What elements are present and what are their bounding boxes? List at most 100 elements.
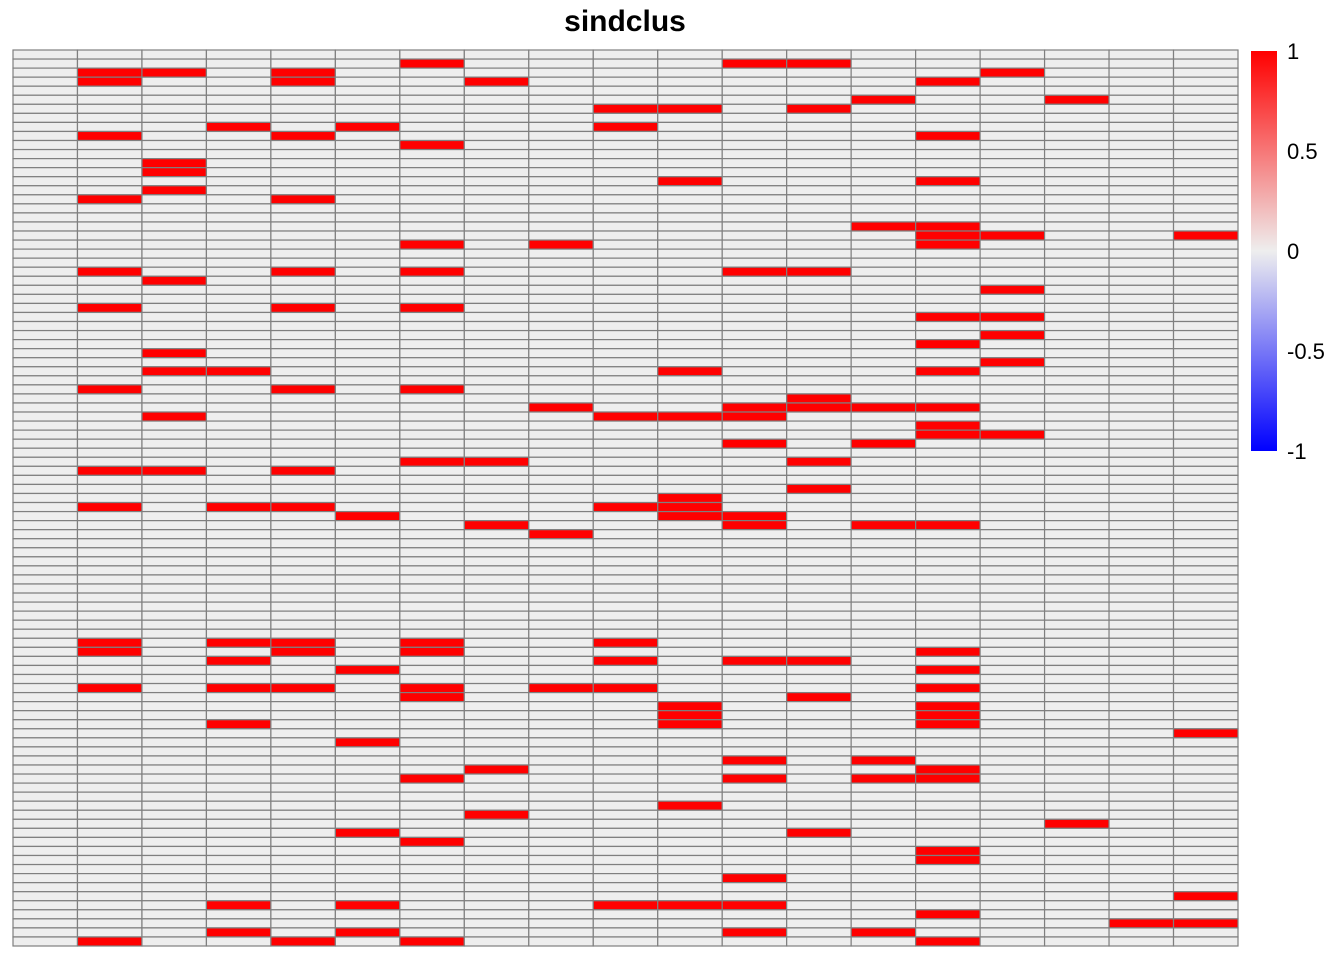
heatmap-cell [1108,583,1175,594]
heatmap-cell [786,85,852,96]
heatmap-cell [592,565,659,576]
heatmap-cell [76,655,143,667]
heatmap-cell [915,76,981,87]
heatmap-cell [1108,827,1175,838]
heatmap-cell [657,293,723,305]
heatmap-cell [657,167,723,178]
heatmap-cell [1108,366,1175,377]
heatmap-cell [915,719,981,730]
heatmap-cell [850,927,917,938]
heatmap-cell [915,402,981,413]
heatmap-cell [979,311,1046,323]
heatmap-cell [786,900,852,911]
heatmap-cell [1043,103,1110,114]
heatmap-cell [270,909,336,920]
heatmap-cell [141,574,208,585]
heatmap-cell [592,384,659,395]
heatmap-cell [850,456,917,467]
heatmap-cell [76,492,143,504]
heatmap-cell [592,438,659,449]
heatmap-cell [76,438,143,449]
heatmap-cell [850,103,917,114]
heatmap-cell [334,492,401,504]
heatmap-cell [528,302,594,314]
heatmap-cell [76,619,143,630]
heatmap-cell [76,384,143,395]
heatmap-cell [1172,882,1239,893]
heatmap-cell [1108,212,1175,223]
heatmap-cell [915,927,981,938]
heatmap-cell [592,58,659,69]
chart-title: sindclus [564,5,686,38]
heatmap-cell [141,275,208,286]
heatmap-cell [1043,927,1110,938]
heatmap-cell [141,429,208,440]
heatmap-cell [528,854,594,866]
heatmap-cell [1172,366,1239,377]
heatmap-cell [205,492,272,504]
heatmap-cell [915,49,981,60]
heatmap-cell [979,664,1046,676]
heatmap-cell [979,746,1046,757]
heatmap-cell [205,619,272,630]
heatmap-cell [1108,601,1175,612]
heatmap-cell [528,176,594,187]
heatmap-cell [270,673,336,685]
heatmap-cell [12,58,79,69]
heatmap-cell [915,882,981,893]
heatmap-cell [205,94,272,105]
heatmap-cell [76,646,143,657]
heatmap-cell [334,85,401,96]
heatmap-cell [141,565,208,576]
heatmap-cell [1043,438,1110,449]
heatmap-cell [334,411,401,422]
heatmap-cell [657,302,723,314]
heatmap-cell [1172,845,1239,857]
heatmap-cell [399,891,465,902]
heatmap-cell [979,447,1046,458]
heatmap-cell [12,411,79,422]
heatmap-cell [657,94,723,105]
heatmap-cell [915,438,981,449]
heatmap-cell [334,845,401,857]
heatmap-cell [915,592,981,603]
heatmap-cell [12,891,79,902]
heatmap-cell [141,221,208,232]
heatmap-cell [592,429,659,440]
heatmap-cell [141,293,208,305]
heatmap-cell [334,239,401,250]
heatmap-cell [12,882,79,893]
heatmap-cell [399,619,465,630]
heatmap-cell [850,646,917,657]
heatmap-cell [334,882,401,893]
heatmap-cell [399,320,465,332]
heatmap-cell [850,348,917,359]
heatmap-cell [1108,891,1175,902]
heatmap-cell [528,664,594,676]
heatmap-cell [205,818,272,829]
heatmap-cell [657,583,723,594]
heatmap-cell [786,510,852,522]
heatmap-cell [76,728,143,739]
heatmap-cell [1108,176,1175,187]
heatmap-cell [141,492,208,504]
heatmap-cell [721,818,788,829]
heatmap-cell [657,284,723,295]
heatmap-cell [592,483,659,495]
heatmap-cell [592,682,659,694]
heatmap-cell [270,891,336,902]
heatmap-cell [1172,284,1239,295]
heatmap-cell [1043,420,1110,431]
heatmap-cell [979,909,1046,920]
heatmap-cell [205,529,272,540]
heatmap-cell [915,148,981,160]
heatmap-cell [592,49,659,60]
heatmap-cell [721,139,788,151]
heatmap-cell [657,130,723,142]
heatmap-cell [657,375,723,386]
heatmap-cell [1043,302,1110,314]
heatmap-cell [205,257,272,268]
heatmap-cell [76,257,143,268]
heatmap-cell [205,139,272,151]
heatmap-cell [334,872,401,884]
